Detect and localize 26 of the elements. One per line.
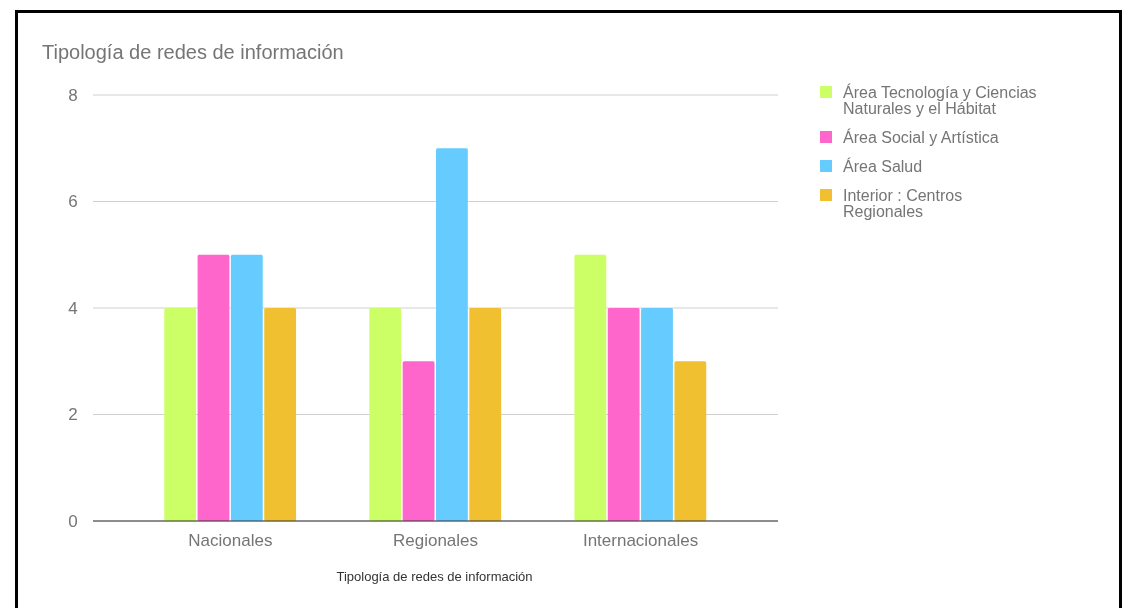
bar bbox=[469, 308, 502, 521]
legend-label: Interior : Centros Regionales bbox=[843, 186, 963, 220]
bar bbox=[264, 308, 297, 521]
y-tick-label: 0 bbox=[68, 511, 78, 531]
x-tick-label: Regionales bbox=[392, 530, 479, 550]
bar bbox=[436, 148, 468, 521]
y-tick-label: 2 bbox=[68, 405, 78, 425]
legend-label: Área Salud bbox=[843, 156, 923, 175]
bar bbox=[574, 254, 607, 521]
bar bbox=[369, 308, 402, 521]
legend-label: Área Tecnología y Ciencias Naturales y el Hábitat bbox=[843, 82, 1037, 117]
legend-label: Área Social y Artística bbox=[843, 127, 999, 146]
x-axis-title: Tipología de redes de información bbox=[336, 568, 533, 584]
y-tick-label: 4 bbox=[68, 298, 78, 318]
y-tick-label: 8 bbox=[68, 85, 78, 105]
bar bbox=[641, 308, 673, 521]
bar bbox=[197, 254, 230, 521]
chart-title: Tipología de redes de información bbox=[42, 41, 344, 63]
bar bbox=[402, 361, 435, 521]
y-tick-label: 6 bbox=[68, 192, 78, 212]
bar bbox=[230, 254, 263, 521]
x-tick-label: Nacionales bbox=[188, 530, 273, 550]
bar bbox=[607, 308, 640, 521]
x-tick-label: Internacionales bbox=[582, 530, 699, 550]
bar bbox=[674, 361, 707, 521]
bar bbox=[164, 308, 197, 521]
